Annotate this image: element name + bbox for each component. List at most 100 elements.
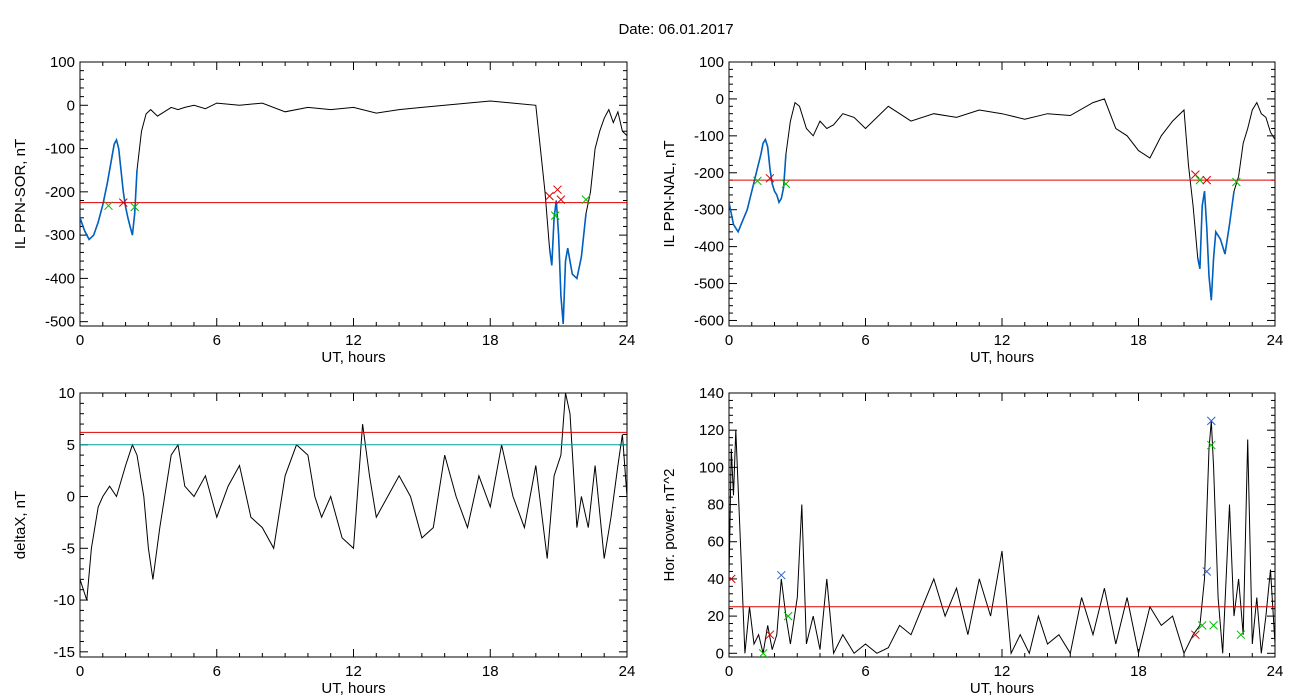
marker-green	[783, 611, 793, 621]
x-tick-label: 24	[619, 663, 636, 680]
marker-stroke	[581, 195, 591, 204]
y-tick-label: -5	[62, 540, 75, 557]
marker-red	[1191, 630, 1200, 640]
marker-green	[104, 201, 113, 211]
plot-area	[729, 98, 1275, 301]
marker-blue	[1202, 567, 1212, 576]
y-tick-label: 0	[716, 91, 724, 108]
marker-stroke	[104, 201, 113, 211]
y-tick-label: 60	[707, 534, 724, 551]
x-tick-label: 0	[725, 663, 733, 680]
y-tick-label: -10	[53, 592, 75, 609]
marker-stroke	[1231, 177, 1241, 187]
plot-frame	[728, 61, 1276, 327]
x-tick-label: 0	[76, 332, 84, 349]
marker-blue	[776, 570, 786, 580]
marker-stroke	[553, 185, 562, 195]
marker-stroke	[1195, 175, 1205, 185]
y-tick-label: 5	[67, 437, 75, 454]
marker-green	[1236, 630, 1246, 640]
x-axis-label: UT, hours	[321, 680, 385, 697]
x-tick-label: 18	[482, 663, 499, 680]
chart-panel-4: 0 6 12 18 24 140 120 100 80 60 40 20 0 UT, hours Hor. …	[661, 385, 1283, 697]
marker-red	[118, 198, 128, 208]
marker-green	[1206, 440, 1216, 450]
y-tick-label: -400	[45, 270, 75, 287]
data-series-line	[729, 98, 1275, 301]
x-tick-label: 0	[725, 332, 733, 349]
marker-red	[729, 574, 736, 584]
marker-green	[758, 648, 768, 657]
x-tick-label: 6	[213, 663, 221, 680]
marker-stroke	[1236, 630, 1246, 640]
marker-red	[553, 185, 562, 195]
y-axis-label: deltaX, nT	[12, 491, 29, 559]
marker-red	[545, 191, 554, 201]
y-tick-label: 140	[699, 385, 724, 402]
x-tick-label: 12	[994, 332, 1011, 349]
x-tick-label: 18	[482, 332, 499, 349]
marker-red	[556, 195, 566, 204]
highlight-segment	[80, 137, 138, 241]
y-tick-label: -400	[694, 239, 724, 256]
marker-stroke	[1202, 175, 1212, 185]
marker-stroke	[1206, 416, 1216, 426]
x-tick-label: 6	[861, 332, 869, 349]
x-tick-label: 12	[345, 663, 362, 680]
y-axis-label: IL PPN-SOR, nT	[12, 139, 29, 249]
highlight-segment	[548, 200, 587, 324]
x-tick-label: 18	[1130, 663, 1147, 680]
data-series-line	[729, 420, 1275, 656]
plot-frame	[728, 392, 1276, 658]
y-tick-label: 10	[58, 385, 75, 402]
marker-stroke	[1191, 170, 1200, 179]
y-tick-label: 80	[707, 497, 724, 514]
marker-stroke	[1191, 630, 1200, 640]
x-tick-label: 24	[1267, 663, 1284, 680]
plot-area	[729, 416, 1275, 657]
y-tick-label: -300	[45, 227, 75, 244]
marker-green	[1197, 621, 1207, 630]
y-tick-label: -100	[694, 128, 724, 145]
marker-green	[781, 179, 791, 189]
y-tick-label: 20	[707, 608, 724, 625]
marker-blue	[1206, 416, 1216, 426]
y-tick-label: 0	[716, 645, 724, 662]
figure-title: Date: 06.01.2017	[618, 21, 733, 38]
x-tick-label: 0	[76, 663, 84, 680]
marker-stroke	[781, 179, 791, 189]
y-tick-label: -300	[694, 202, 724, 219]
x-tick-label: 18	[1130, 332, 1147, 349]
marker-red	[765, 173, 775, 183]
plot-area	[80, 100, 627, 324]
x-tick-label: 24	[1267, 332, 1284, 349]
marker-stroke	[765, 173, 775, 183]
marker-stroke	[550, 211, 560, 220]
marker-green	[1231, 177, 1241, 187]
y-tick-label: 100	[699, 459, 724, 476]
y-tick-label: 120	[699, 422, 724, 439]
data-series-line	[80, 393, 627, 601]
marker-stroke	[1202, 567, 1212, 576]
y-tick-label: 40	[707, 571, 724, 588]
marker-stroke	[753, 176, 762, 186]
marker-green	[130, 202, 140, 212]
marker-stroke	[1197, 621, 1207, 630]
highlight-segment	[1196, 191, 1235, 301]
marker-green	[1195, 175, 1205, 185]
y-tick-label: 100	[699, 54, 724, 71]
x-axis-label: UT, hours	[970, 680, 1034, 697]
marker-stroke	[545, 191, 554, 201]
highlight-segment	[729, 137, 787, 234]
chart-panel-1: 0 6 12 18 24 100 0 -100 -200 -300 -400 -500 UT, hour…	[12, 54, 635, 366]
x-tick-label: 12	[345, 332, 362, 349]
marker-stroke	[556, 195, 566, 204]
marker-stroke	[1206, 440, 1216, 450]
marker-red	[765, 630, 775, 640]
marker-stroke	[1209, 621, 1218, 630]
marker-stroke	[765, 630, 775, 640]
marker-stroke	[783, 611, 793, 621]
y-tick-label: -600	[694, 312, 724, 329]
